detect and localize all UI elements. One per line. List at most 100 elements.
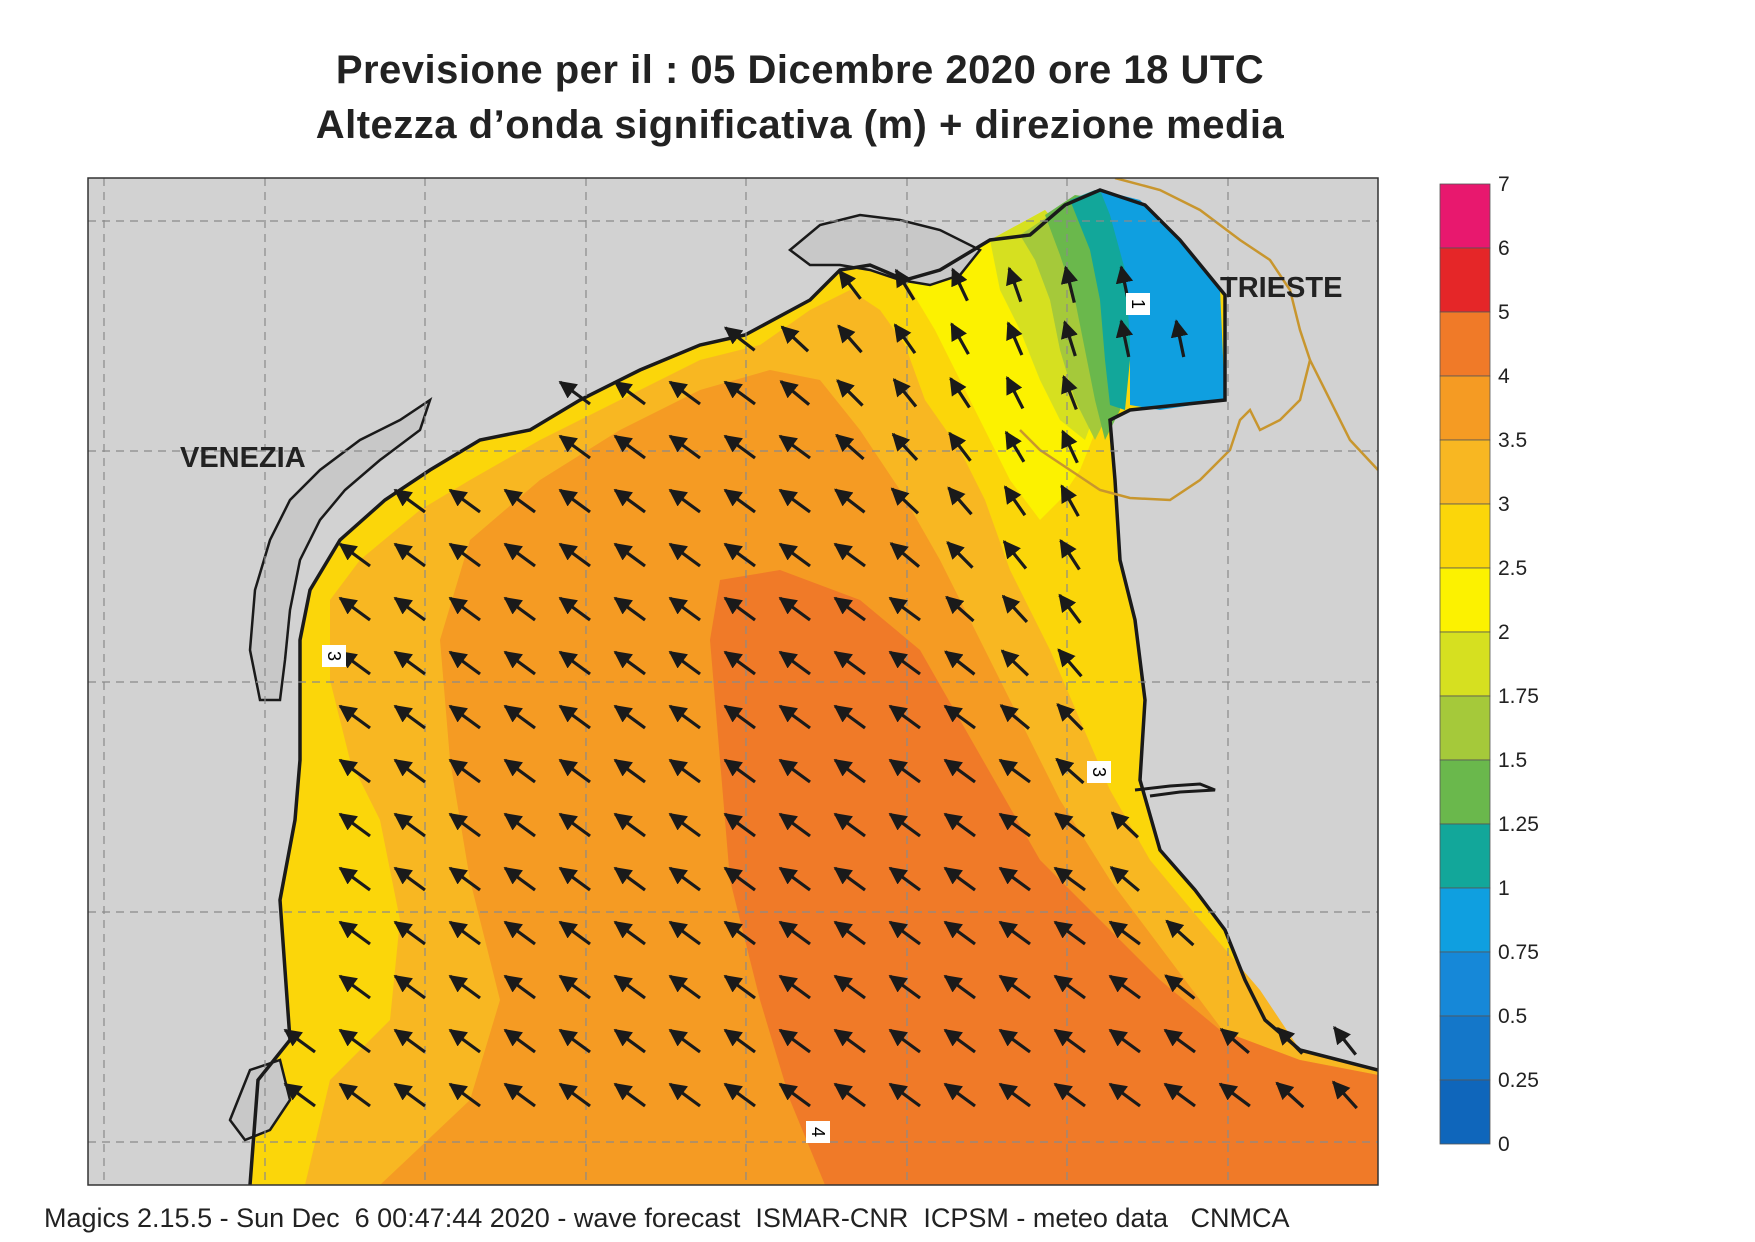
direction-arrow [943, 1028, 976, 1054]
direction-arrow [448, 704, 481, 730]
direction-arrow [945, 595, 975, 623]
direction-arrow [668, 704, 701, 730]
coastline [248, 188, 1378, 1185]
direction-arrow [778, 866, 811, 892]
direction-arrow [503, 542, 536, 568]
direction-arrow [779, 380, 811, 406]
national-border [1019, 178, 1312, 502]
direction-arrow [889, 542, 921, 568]
direction-arrow [668, 434, 701, 460]
direction-arrow [448, 758, 481, 784]
direction-arrow [448, 866, 481, 892]
direction-arrow [613, 866, 646, 892]
direction-arrow [613, 434, 646, 460]
direction-arrow [613, 758, 646, 784]
zone-1-1.25m [1070, 190, 1130, 410]
direction-arrow [668, 488, 701, 514]
direction-arrow [1108, 920, 1141, 946]
direction-arrow [946, 541, 974, 569]
direction-arrow [943, 704, 976, 730]
direction-arrow [338, 974, 371, 1000]
direction-arrow [723, 650, 756, 676]
direction-arrow [393, 920, 426, 946]
direction-arrow [393, 974, 426, 1000]
wave-direction-arrows [283, 265, 1358, 1110]
direction-arrow [668, 812, 701, 838]
direction-arrow [838, 269, 862, 300]
direction-arrow [283, 1028, 316, 1054]
direction-arrow [1164, 974, 1196, 1000]
direction-arrow [778, 1082, 811, 1108]
direction-arrow [448, 650, 481, 676]
direction-arrow [448, 542, 481, 568]
direction-arrow [668, 380, 701, 406]
colorbar-tick-label: 0.5 [1498, 1005, 1527, 1028]
direction-arrow [948, 431, 972, 462]
national-border-east [1308, 359, 1378, 471]
direction-arrow [833, 1028, 866, 1054]
direction-arrow [613, 650, 646, 676]
colorbar-segment [1439, 695, 1491, 761]
direction-arrow [1165, 919, 1195, 947]
direction-arrow [998, 1028, 1031, 1054]
map-frame [87, 177, 1379, 1186]
direction-arrow [1332, 1025, 1358, 1056]
direction-arrow [338, 812, 371, 838]
direction-arrow [613, 704, 646, 730]
direction-arrow [1056, 703, 1084, 731]
direction-arrow [558, 488, 591, 514]
contour-label-3-west: 3 [322, 645, 346, 667]
direction-arrow [780, 325, 810, 353]
direction-arrow [833, 920, 866, 946]
direction-arrow [613, 488, 646, 514]
direction-arrow [503, 920, 536, 946]
direction-arrow [778, 1028, 811, 1054]
direction-arrow [998, 866, 1031, 892]
contour-label-1: 1 [1126, 293, 1150, 315]
direction-arrow [888, 866, 921, 892]
direction-arrow [613, 1082, 646, 1108]
direction-arrow [503, 1028, 536, 1054]
direction-arrow [1001, 594, 1029, 623]
direction-arrow [723, 596, 756, 622]
direction-arrow [1170, 319, 1189, 358]
direction-arrow [778, 596, 811, 622]
direction-arrow [613, 542, 646, 568]
direction-arrow [1053, 1082, 1086, 1108]
colorbar-segment [1439, 951, 1491, 1017]
direction-arrow [393, 704, 426, 730]
colorbar-segment [1439, 1079, 1491, 1145]
direction-arrow [998, 758, 1031, 784]
direction-arrow [1002, 540, 1028, 570]
direction-arrow [1218, 1082, 1251, 1108]
direction-arrow [558, 1082, 591, 1108]
direction-arrow [338, 920, 371, 946]
colorbar-tick-label: 3.5 [1498, 429, 1527, 452]
direction-arrow [393, 866, 426, 892]
direction-arrow [835, 433, 865, 461]
colorbar-tick-label: 6 [1498, 237, 1510, 260]
direction-arrow [393, 1028, 426, 1054]
direction-arrow [1109, 866, 1140, 892]
direction-arrow [503, 974, 536, 1000]
direction-arrow [1053, 866, 1086, 892]
direction-arrow [723, 326, 756, 352]
direction-arrow [1332, 1080, 1358, 1110]
direction-arrow [723, 704, 756, 730]
direction-arrow [1055, 757, 1085, 785]
direction-arrow [723, 812, 756, 838]
contour-label-3-east-text: 3 [1089, 767, 1109, 777]
colorbar-legend: 7 6 5 4 3.5 3 2.5 2 1.75 1.5 1.25 1 0.75 0.5 0.25 0 [1439, 173, 1539, 1156]
direction-arrow [888, 1028, 921, 1054]
direction-arrow [888, 974, 921, 1000]
direction-arrow [723, 758, 756, 784]
colorbar-tick-label: 0 [1498, 1133, 1510, 1156]
direction-arrow [778, 488, 811, 514]
direction-arrow [1006, 321, 1024, 356]
colorbar-tick-label: 1.25 [1498, 813, 1539, 836]
zone-4-5m [710, 570, 1378, 1185]
direction-arrow [778, 650, 811, 676]
colorbar-segment [1439, 375, 1491, 441]
direction-arrow [503, 812, 536, 838]
direction-arrow [998, 920, 1031, 946]
